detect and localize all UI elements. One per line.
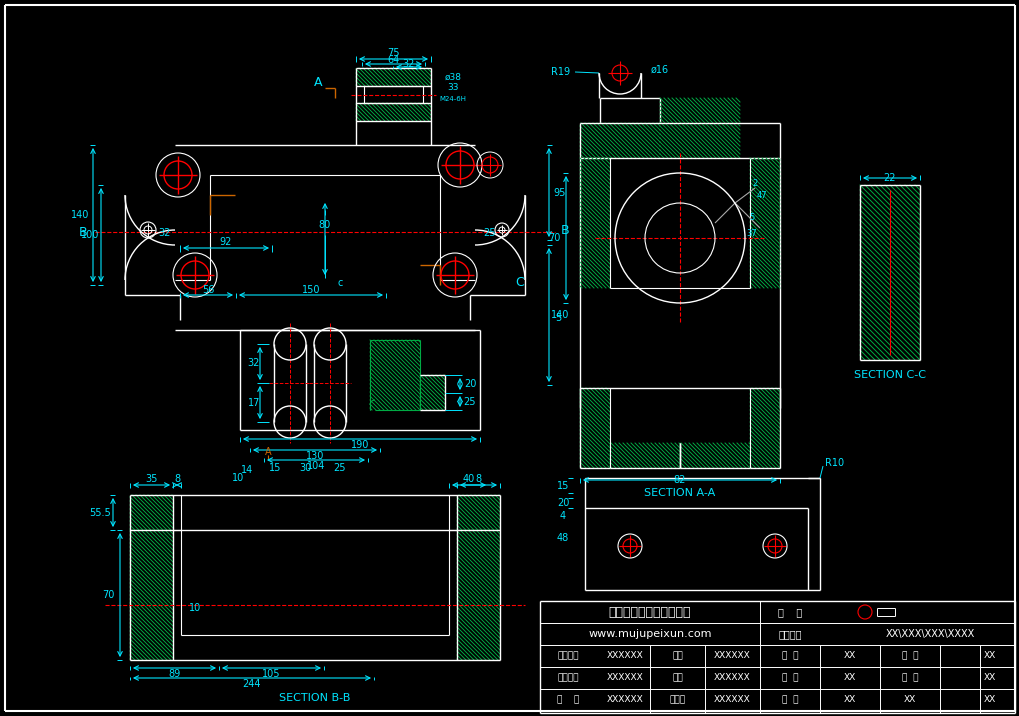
Text: www.mujupeixun.com: www.mujupeixun.com xyxy=(588,629,711,639)
Text: 制  图: 制 图 xyxy=(781,674,798,682)
Text: XXXXXX: XXXXXX xyxy=(713,674,750,682)
Text: XX: XX xyxy=(983,652,996,660)
Text: ø38: ø38 xyxy=(444,72,461,82)
Text: M24-6H: M24-6H xyxy=(439,96,466,102)
Text: 104: 104 xyxy=(307,461,325,471)
Text: 22: 22 xyxy=(882,173,896,183)
Text: B: B xyxy=(78,226,88,238)
Text: 2: 2 xyxy=(752,178,757,188)
Text: 8: 8 xyxy=(174,474,180,484)
Text: 15: 15 xyxy=(269,463,281,473)
Text: 70: 70 xyxy=(547,233,559,243)
Text: 30: 30 xyxy=(299,463,311,473)
Text: 56: 56 xyxy=(202,285,214,295)
Text: 130: 130 xyxy=(306,451,324,461)
Text: 版本: 版本 xyxy=(672,652,683,660)
Text: 5: 5 xyxy=(749,213,754,223)
Text: 校  对: 校 对 xyxy=(781,695,798,705)
Text: 零件编号: 零件编号 xyxy=(556,652,578,660)
Text: A: A xyxy=(314,77,322,90)
Text: XX\XXX\XXX\XXXX: XX\XXX\XXX\XXXX xyxy=(884,629,974,639)
Text: 材    料: 材 料 xyxy=(556,695,579,705)
Text: 89: 89 xyxy=(168,669,180,679)
Text: 20: 20 xyxy=(556,498,569,508)
Text: 40: 40 xyxy=(463,474,475,484)
Text: A: A xyxy=(264,447,271,457)
Text: B: B xyxy=(560,223,569,236)
Text: SECTION A-A: SECTION A-A xyxy=(644,488,715,498)
Text: 批  准: 批 准 xyxy=(901,674,917,682)
Text: c: c xyxy=(337,278,342,288)
Text: 设  计: 设 计 xyxy=(781,652,798,660)
Text: 190: 190 xyxy=(351,440,369,450)
Text: ø16: ø16 xyxy=(650,65,668,75)
Text: 55.5: 55.5 xyxy=(89,508,111,518)
Text: 20: 20 xyxy=(464,379,476,389)
Text: XXXXXX: XXXXXX xyxy=(606,695,643,705)
Text: 100: 100 xyxy=(81,230,99,240)
Text: 75: 75 xyxy=(387,48,399,58)
Text: 8: 8 xyxy=(475,474,481,484)
Text: 33: 33 xyxy=(446,84,459,92)
Text: 文档路径: 文档路径 xyxy=(777,629,801,639)
Text: 105: 105 xyxy=(262,669,280,679)
Text: 32: 32 xyxy=(403,59,415,69)
Text: 5: 5 xyxy=(554,313,560,323)
Text: 描    图: 描 图 xyxy=(777,607,801,617)
Text: 48: 48 xyxy=(556,533,569,543)
Text: XX: XX xyxy=(843,652,855,660)
Text: 17: 17 xyxy=(248,397,260,407)
Text: 80: 80 xyxy=(319,220,331,230)
Text: 64: 64 xyxy=(387,55,399,65)
Text: 37: 37 xyxy=(746,228,757,238)
Text: 14: 14 xyxy=(240,465,253,475)
Text: 150: 150 xyxy=(302,285,320,295)
Text: XXXXXX: XXXXXX xyxy=(713,652,750,660)
Text: 零件名称: 零件名称 xyxy=(556,674,578,682)
Text: XXXXXX: XXXXXX xyxy=(713,695,750,705)
Text: SECTION B-B: SECTION B-B xyxy=(279,693,351,703)
Text: 审  核: 审 核 xyxy=(901,652,917,660)
Text: XX: XX xyxy=(843,674,855,682)
Text: 140: 140 xyxy=(70,210,89,220)
Text: 25: 25 xyxy=(464,397,476,407)
Text: C: C xyxy=(516,276,524,289)
Text: 95: 95 xyxy=(553,188,566,198)
Text: SECTION C-C: SECTION C-C xyxy=(853,370,925,380)
Text: 32: 32 xyxy=(159,228,171,238)
Text: R10: R10 xyxy=(824,458,844,468)
Text: 92: 92 xyxy=(220,237,232,247)
Text: 70: 70 xyxy=(102,590,114,600)
Text: 140: 140 xyxy=(550,310,569,320)
Text: 4: 4 xyxy=(559,511,566,521)
Text: 10: 10 xyxy=(231,473,244,483)
Text: R19: R19 xyxy=(550,67,570,77)
Text: 47: 47 xyxy=(756,191,766,200)
Text: XX: XX xyxy=(843,695,855,705)
Text: 35: 35 xyxy=(145,474,158,484)
Text: 25: 25 xyxy=(483,228,496,238)
Text: XX: XX xyxy=(983,695,996,705)
Text: 32: 32 xyxy=(248,359,260,369)
Text: XX: XX xyxy=(983,674,996,682)
Text: 25: 25 xyxy=(333,463,345,473)
Text: 15: 15 xyxy=(556,481,569,491)
Text: 页码: 页码 xyxy=(672,674,683,682)
Text: 郑州贞利模具数控工作室: 郑州贞利模具数控工作室 xyxy=(608,606,691,619)
Text: 244: 244 xyxy=(243,679,261,689)
Text: XX: XX xyxy=(903,695,915,705)
Text: 10: 10 xyxy=(189,603,201,613)
Text: 热处理: 热处理 xyxy=(669,695,686,705)
Text: XXXXXX: XXXXXX xyxy=(606,652,643,660)
Text: 82: 82 xyxy=(674,475,686,485)
Text: XXXXXX: XXXXXX xyxy=(606,674,643,682)
